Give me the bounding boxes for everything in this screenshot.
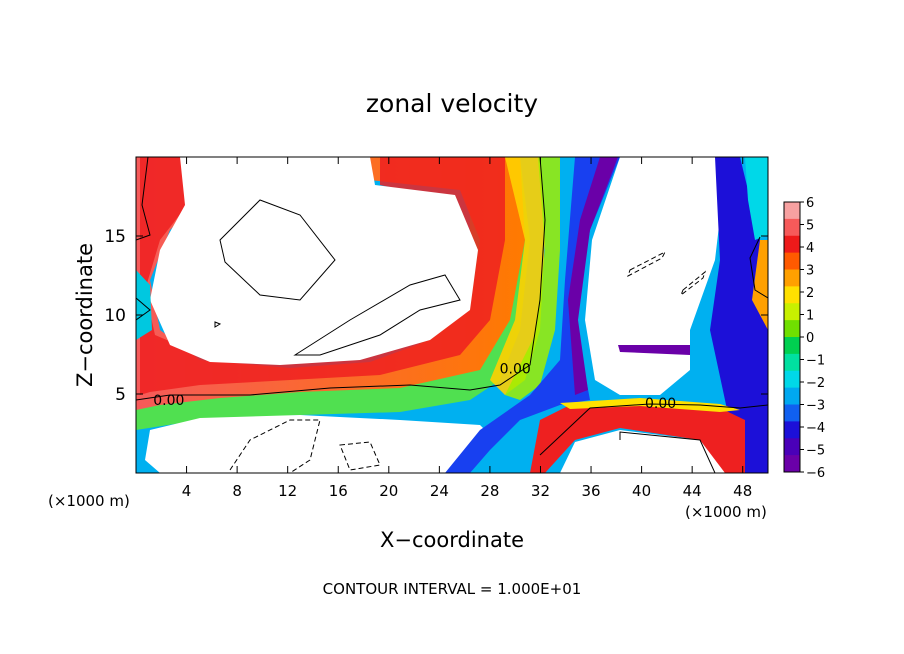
y-axis-label: Z−coordinate: [73, 243, 97, 387]
x-tick-label: 16: [329, 482, 348, 500]
x-tick-label: 28: [480, 482, 499, 500]
colorbar-tick-label: −1: [806, 354, 825, 369]
colorbar-tick-label: −4: [806, 421, 825, 436]
x-tick-label: 20: [379, 482, 398, 500]
colorbar-swatch: [784, 337, 800, 355]
colorbar-swatch: [784, 202, 800, 220]
y-tick-label: 5: [115, 385, 126, 405]
x-tick-label: 48: [733, 482, 752, 500]
colorbar-swatch: [784, 421, 800, 439]
chart-title: zonal velocity: [366, 89, 538, 118]
colorbar-swatch: [784, 387, 800, 405]
colorbar-swatch: [784, 286, 800, 304]
colorbar-tick-label: 4: [806, 241, 814, 256]
contour-labels: 0.00 0.00 0.00: [153, 361, 676, 412]
x-tick-label: 36: [581, 482, 600, 500]
colorbar-tick-label: 6: [806, 196, 814, 211]
y-axis: 5 10 15: [104, 227, 768, 405]
colorbar-tick-label: 1: [806, 309, 814, 324]
colorbar-swatch: [784, 455, 800, 473]
x-tick-label: 8: [232, 482, 242, 500]
colorbar-tick-label: −5: [806, 444, 825, 459]
colorbar-swatch: [784, 353, 800, 372]
contour-label: 0.00: [500, 361, 531, 377]
x-tick-label: 24: [430, 482, 449, 500]
colorbar-swatch: [784, 218, 800, 237]
colorbar-tick-label: −6: [806, 466, 825, 481]
colorbar-tick-label: −2: [806, 376, 825, 391]
x-tick-label: 40: [632, 482, 651, 500]
colorbar-swatch: [784, 252, 800, 270]
colorbar-swatch: [784, 438, 800, 456]
colorbar-swatch: [784, 269, 800, 287]
contour-label: 0.00: [645, 396, 676, 412]
colorbar-tick-label: 5: [806, 219, 814, 234]
x-tick-label: 32: [531, 482, 550, 500]
x-unit-label-right: (×1000 m): [685, 503, 767, 521]
contour-interval-note: CONTOUR INTERVAL = 1.000E+01: [323, 580, 582, 598]
colorbar-swatch: [784, 303, 800, 321]
colorbar-tick-label: 3: [806, 264, 814, 279]
colorbar: 6 5 4 3 2 1 0 −1 −2 −3 −4 −5 −6: [783, 196, 825, 481]
x-unit-label-left: (×1000 m): [48, 492, 130, 510]
plot-area: [136, 157, 768, 473]
x-axis: 4 8 12 16 20 24 28 32 36 40 44 48: [182, 157, 752, 500]
colorbar-swatch: [784, 370, 800, 389]
x-axis-label: X−coordinate: [380, 528, 524, 552]
colorbar-swatch: [784, 320, 800, 338]
colorbar-swatch: [784, 404, 800, 422]
colorbar-tick-label: 2: [806, 286, 814, 301]
colorbar-swatch: [784, 235, 800, 254]
y-tick-label: 15: [104, 227, 126, 247]
contour-label: 0.00: [153, 393, 184, 409]
colorbar-tick-label: 0: [806, 331, 814, 346]
colorbar-tick-label: −3: [806, 399, 825, 414]
x-tick-label: 12: [278, 482, 297, 500]
x-tick-label: 4: [182, 482, 192, 500]
x-tick-label: 44: [683, 482, 702, 500]
y-tick-label: 10: [104, 306, 126, 326]
